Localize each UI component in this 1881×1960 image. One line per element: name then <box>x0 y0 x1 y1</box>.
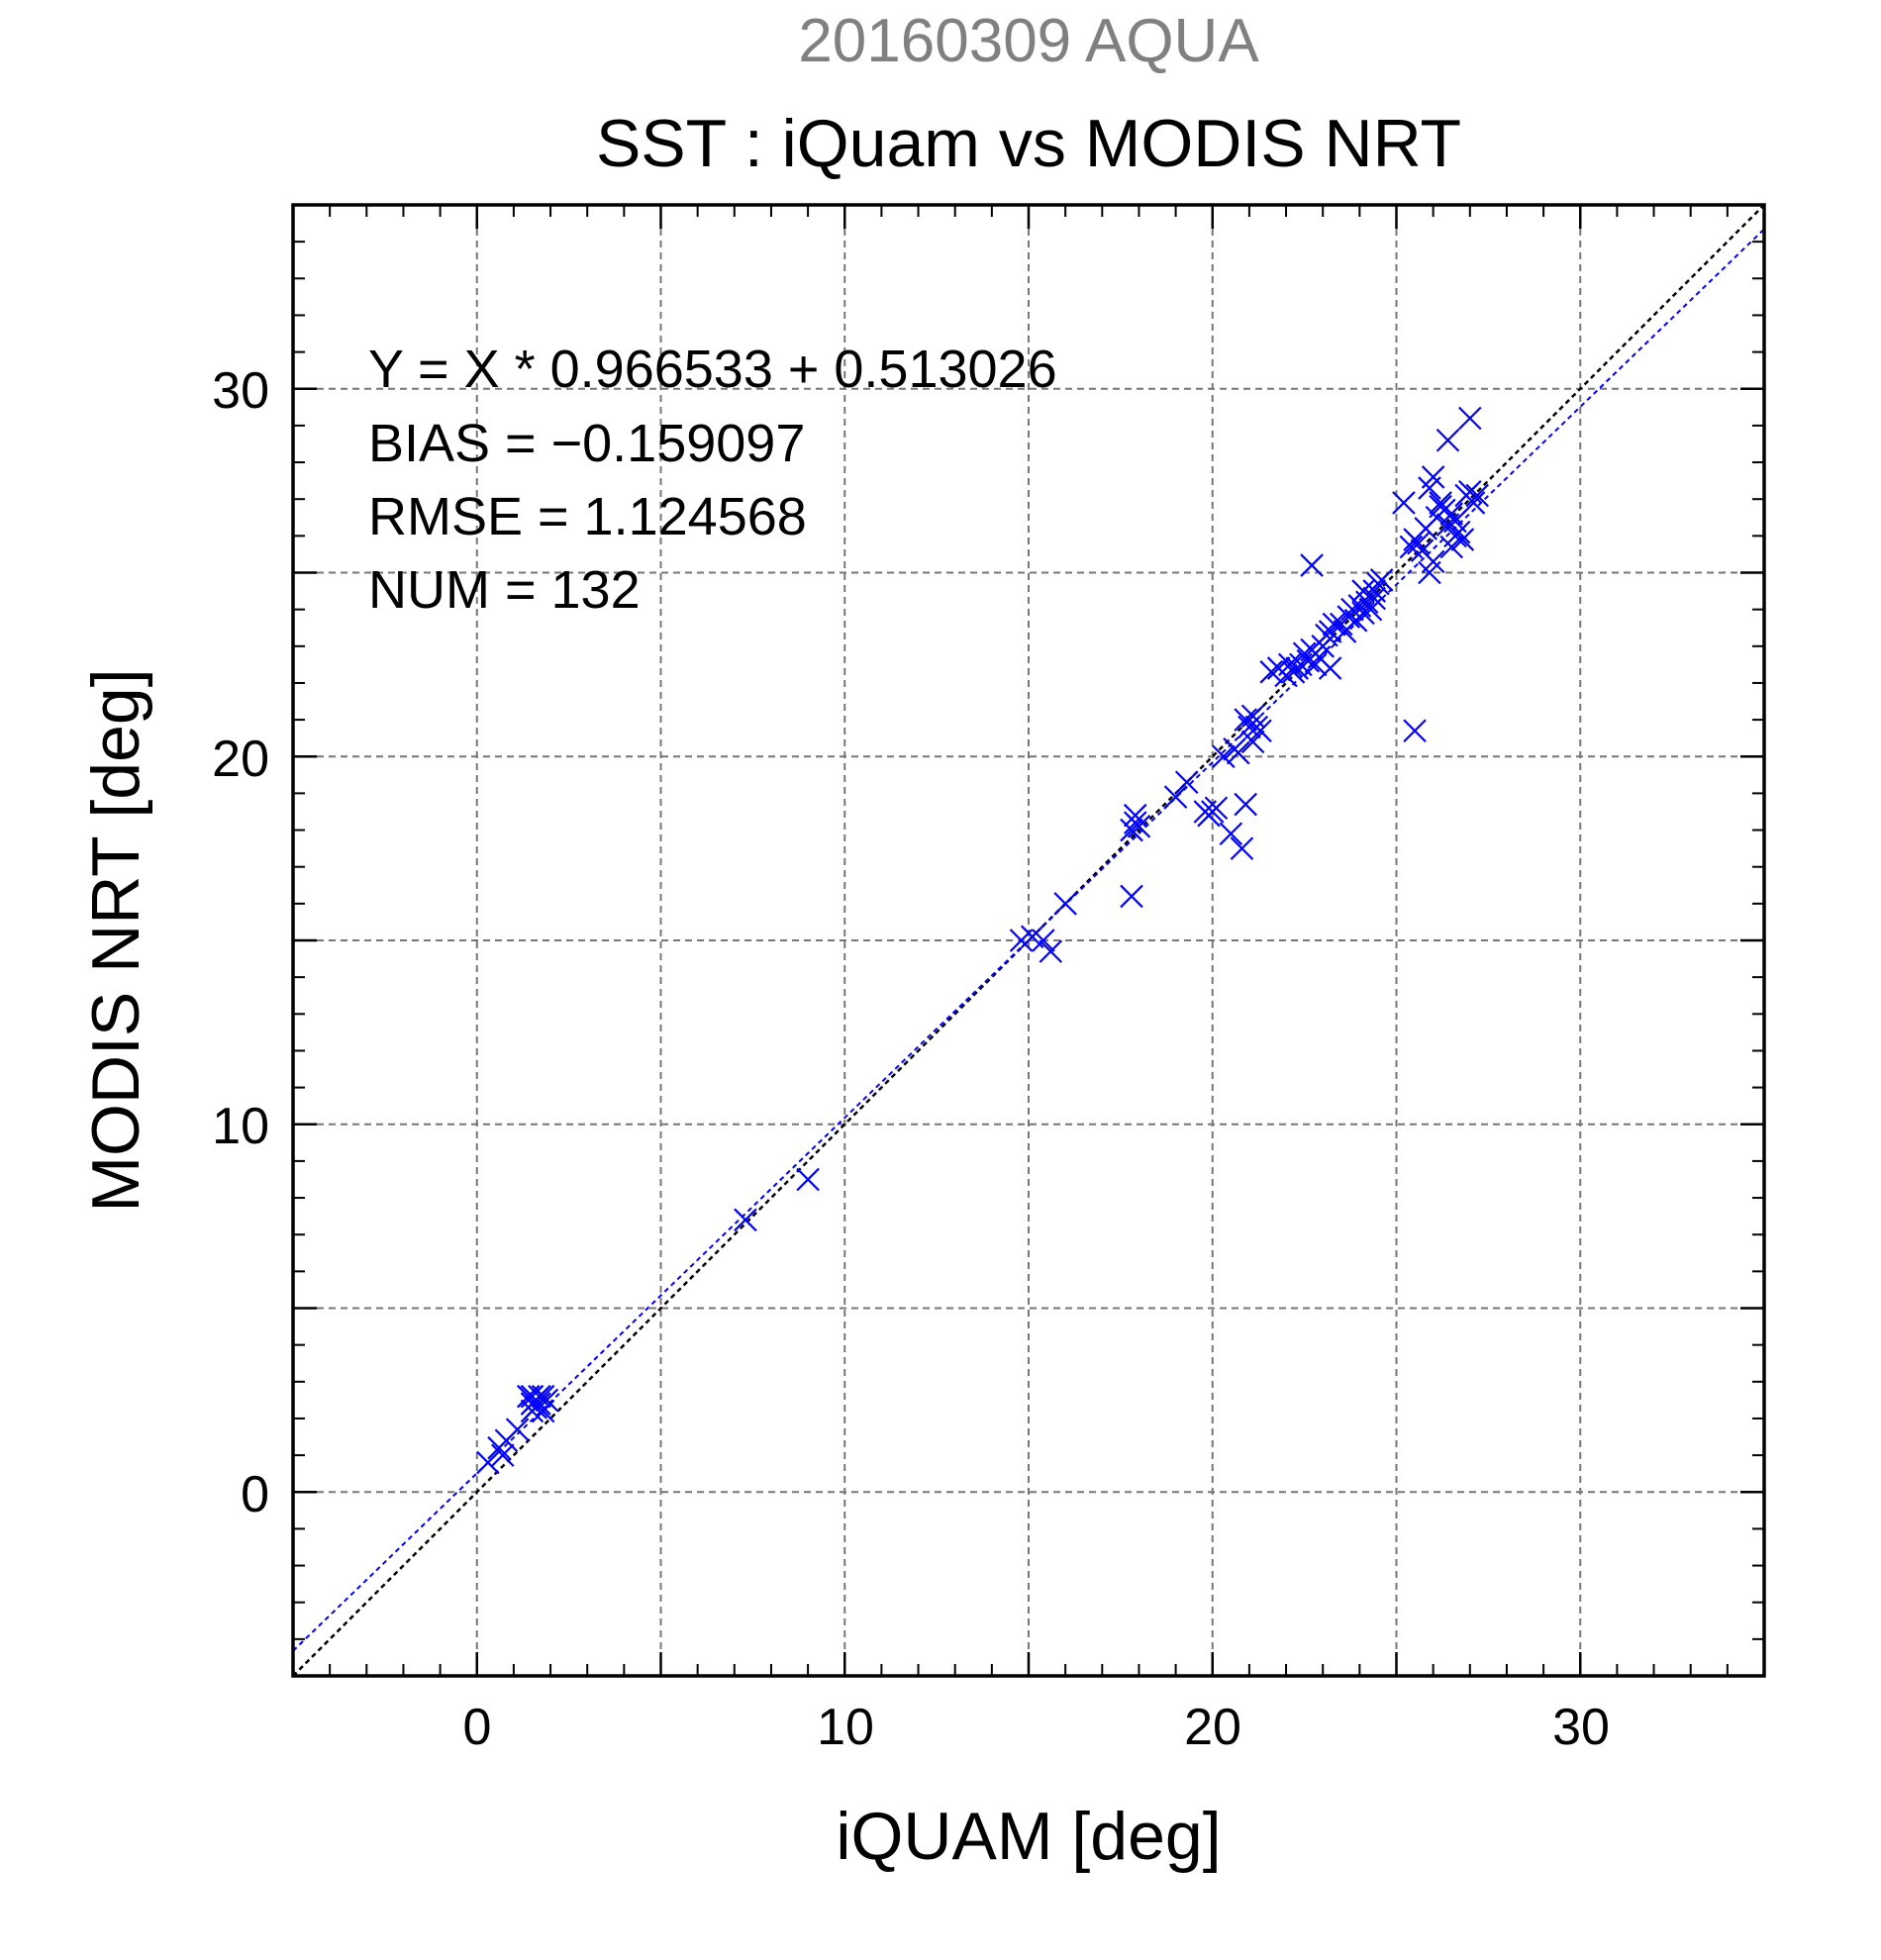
data-point-marker <box>1234 792 1257 817</box>
x-axis-label: iQUAM [deg] <box>836 1799 1221 1874</box>
data-point-marker <box>1362 579 1386 603</box>
data-point-marker <box>1439 535 1463 559</box>
x-tick-labels: 0 10 20 30 <box>463 1699 1610 1756</box>
data-point-marker <box>1450 528 1475 551</box>
x-tick-label: 20 <box>1184 1699 1241 1756</box>
data-point-marker <box>1039 939 1063 963</box>
x-tick-label: 0 <box>463 1699 492 1756</box>
y-tick-labels: 0 10 20 30 <box>212 362 269 1523</box>
grid-lines <box>293 205 1764 1676</box>
data-point-marker <box>1392 491 1416 515</box>
data-point-marker <box>1303 652 1328 677</box>
stats-num: NUM = 132 <box>368 560 641 620</box>
stats-regression: Y = X * 0.966533 + 0.513026 <box>368 340 1057 399</box>
data-point-marker <box>796 1167 820 1192</box>
data-point-marker <box>1032 929 1055 952</box>
data-point-marker <box>1277 652 1302 677</box>
data-point-marker <box>1322 612 1346 637</box>
data-point-marker <box>1127 815 1151 838</box>
data-point-marker <box>1240 730 1265 754</box>
data-point-marker <box>1458 406 1482 431</box>
data-point-marker <box>531 1384 555 1409</box>
data-point-marker <box>1174 770 1199 795</box>
stats-bias: BIAS = −0.159097 <box>368 414 805 473</box>
data-point-marker <box>1410 539 1435 562</box>
data-point-marker <box>1212 744 1236 769</box>
y-axis-label: MODIS NRT [deg] <box>78 668 153 1212</box>
data-points <box>476 406 1490 1475</box>
data-point-marker <box>1407 532 1431 555</box>
data-point-marker <box>1219 822 1243 846</box>
data-point-marker <box>1461 491 1486 515</box>
data-point-marker <box>1248 719 1272 743</box>
regression-fit-line <box>293 228 1764 1652</box>
data-point-marker <box>1226 740 1250 765</box>
major-ticks <box>293 205 1764 1676</box>
data-point-marker <box>1318 656 1342 680</box>
data-point-marker <box>505 1418 530 1441</box>
y-tick-label: 10 <box>212 1098 269 1155</box>
data-point-marker <box>1436 428 1460 452</box>
data-point-marker <box>1120 884 1143 909</box>
data-point-marker <box>1053 892 1077 916</box>
y-tick-label: 20 <box>212 731 269 788</box>
stats-box: Y = X * 0.966533 + 0.513026 BIAS = −0.15… <box>368 340 1057 620</box>
data-point-marker <box>734 1208 757 1232</box>
data-point-marker <box>1234 708 1257 732</box>
stats-rmse: RMSE = 1.124568 <box>368 487 807 546</box>
data-point-marker <box>1285 656 1309 680</box>
data-point-marker <box>1369 568 1394 592</box>
data-point-marker <box>476 1450 500 1475</box>
data-point-marker <box>1421 465 1445 489</box>
data-point-marker <box>1120 818 1143 842</box>
data-point-marker <box>1403 719 1427 743</box>
date-title: 20160309 AQUA <box>798 7 1259 75</box>
y-tick-label: 30 <box>212 362 269 420</box>
data-point-marker <box>1300 553 1324 577</box>
plot-frame <box>291 203 1766 1678</box>
chart-title: SST : iQuam vs MODIS NRT <box>596 106 1461 181</box>
x-tick-label: 10 <box>817 1699 874 1756</box>
data-point-marker <box>1230 836 1254 860</box>
data-point-marker <box>1465 483 1490 508</box>
data-point-marker <box>1362 586 1386 611</box>
data-point-marker <box>520 1384 544 1409</box>
data-point-marker <box>1351 579 1375 603</box>
x-tick-label: 30 <box>1552 1699 1610 1756</box>
y-tick-label: 0 <box>241 1466 269 1523</box>
data-point-marker <box>1163 785 1188 809</box>
data-point-marker <box>528 1384 551 1409</box>
data-point-marker <box>1439 502 1463 526</box>
data-point-marker <box>1259 660 1283 684</box>
data-point-marker <box>1204 796 1229 821</box>
data-point-marker <box>490 1443 515 1467</box>
